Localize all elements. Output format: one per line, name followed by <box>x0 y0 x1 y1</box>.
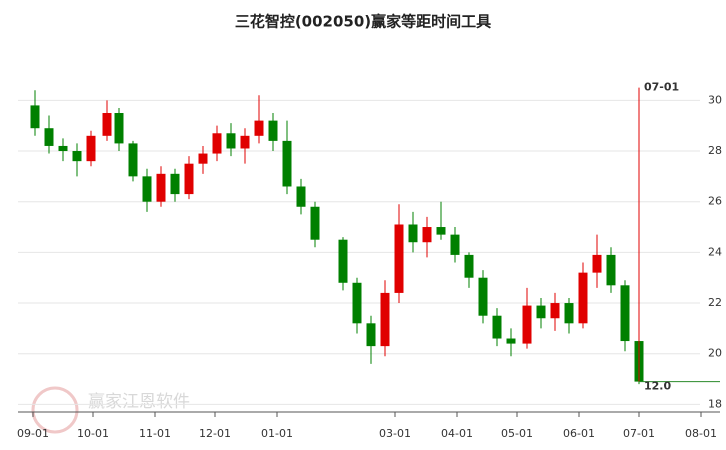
candle-body <box>550 303 560 319</box>
candle-body <box>102 113 112 136</box>
y-tick-label: 30 <box>708 93 722 106</box>
x-tick-label: 10-01 <box>77 427 109 440</box>
candle-body <box>620 285 630 342</box>
candle-body <box>86 135 96 162</box>
candle-body <box>310 206 320 240</box>
x-tick-label: 05-01 <box>501 427 533 440</box>
candle-body <box>478 277 488 316</box>
candle-body <box>128 143 138 177</box>
candle-body <box>212 133 222 154</box>
candle-body <box>536 305 546 319</box>
y-tick-label: 20 <box>708 347 722 360</box>
candle-body <box>408 224 418 243</box>
chart-title: 三花智控(002050)赢家等距时间工具 <box>235 13 491 31</box>
y-tick-label: 18 <box>708 397 722 410</box>
candle-body <box>268 120 278 141</box>
x-tick-label: 07-01 <box>623 427 655 440</box>
candle-body <box>380 292 390 347</box>
candle-body <box>338 239 348 283</box>
x-tick-label: 04-01 <box>441 427 473 440</box>
y-tick-label: 28 <box>708 144 722 157</box>
candle-body <box>522 305 532 344</box>
x-tick-label: 12-01 <box>199 427 231 440</box>
x-tick-label: 01-01 <box>261 427 293 440</box>
candle-body <box>352 282 362 324</box>
candle-body <box>142 176 152 202</box>
y-tick-label: 22 <box>708 296 722 309</box>
candle-body <box>170 173 180 195</box>
candle-body <box>72 151 82 162</box>
marker-label: 07-01 <box>644 81 679 94</box>
x-tick-label: 09-01 <box>17 427 49 440</box>
candle-body <box>394 224 404 293</box>
candle-body <box>240 135 250 149</box>
candle-body <box>282 140 292 187</box>
candle-body <box>492 315 502 339</box>
logo <box>31 386 79 434</box>
candle-body <box>450 234 460 255</box>
x-tick-label: 06-01 <box>563 427 595 440</box>
candle-body <box>606 254 616 286</box>
x-tick-label: 03-01 <box>379 427 411 440</box>
level-label: 12.0 <box>644 380 671 393</box>
candle-body <box>464 254 474 278</box>
candle-body <box>30 105 40 129</box>
y-tick-label: 24 <box>708 245 722 258</box>
y-tick-label: 26 <box>708 195 722 208</box>
candle-body <box>578 272 588 324</box>
candle-body <box>226 133 236 149</box>
x-tick-label: 08-01 <box>685 427 717 440</box>
watermark: 赢家江恩软件 <box>88 392 190 412</box>
candle-body <box>366 323 376 347</box>
candle-body <box>156 173 166 202</box>
candle-body <box>506 338 516 344</box>
candle-body <box>592 254 602 273</box>
x-tick-label: 11-01 <box>139 427 171 440</box>
candle-body <box>564 303 574 324</box>
candle-body <box>58 145 68 152</box>
candle-body <box>296 186 306 207</box>
candle-body <box>436 227 446 235</box>
candle-body <box>422 227 432 243</box>
candle-body <box>114 113 124 144</box>
candle-body <box>198 153 208 164</box>
candle-body <box>44 128 54 146</box>
candle-body <box>184 163 194 195</box>
candle-body <box>254 120 264 136</box>
